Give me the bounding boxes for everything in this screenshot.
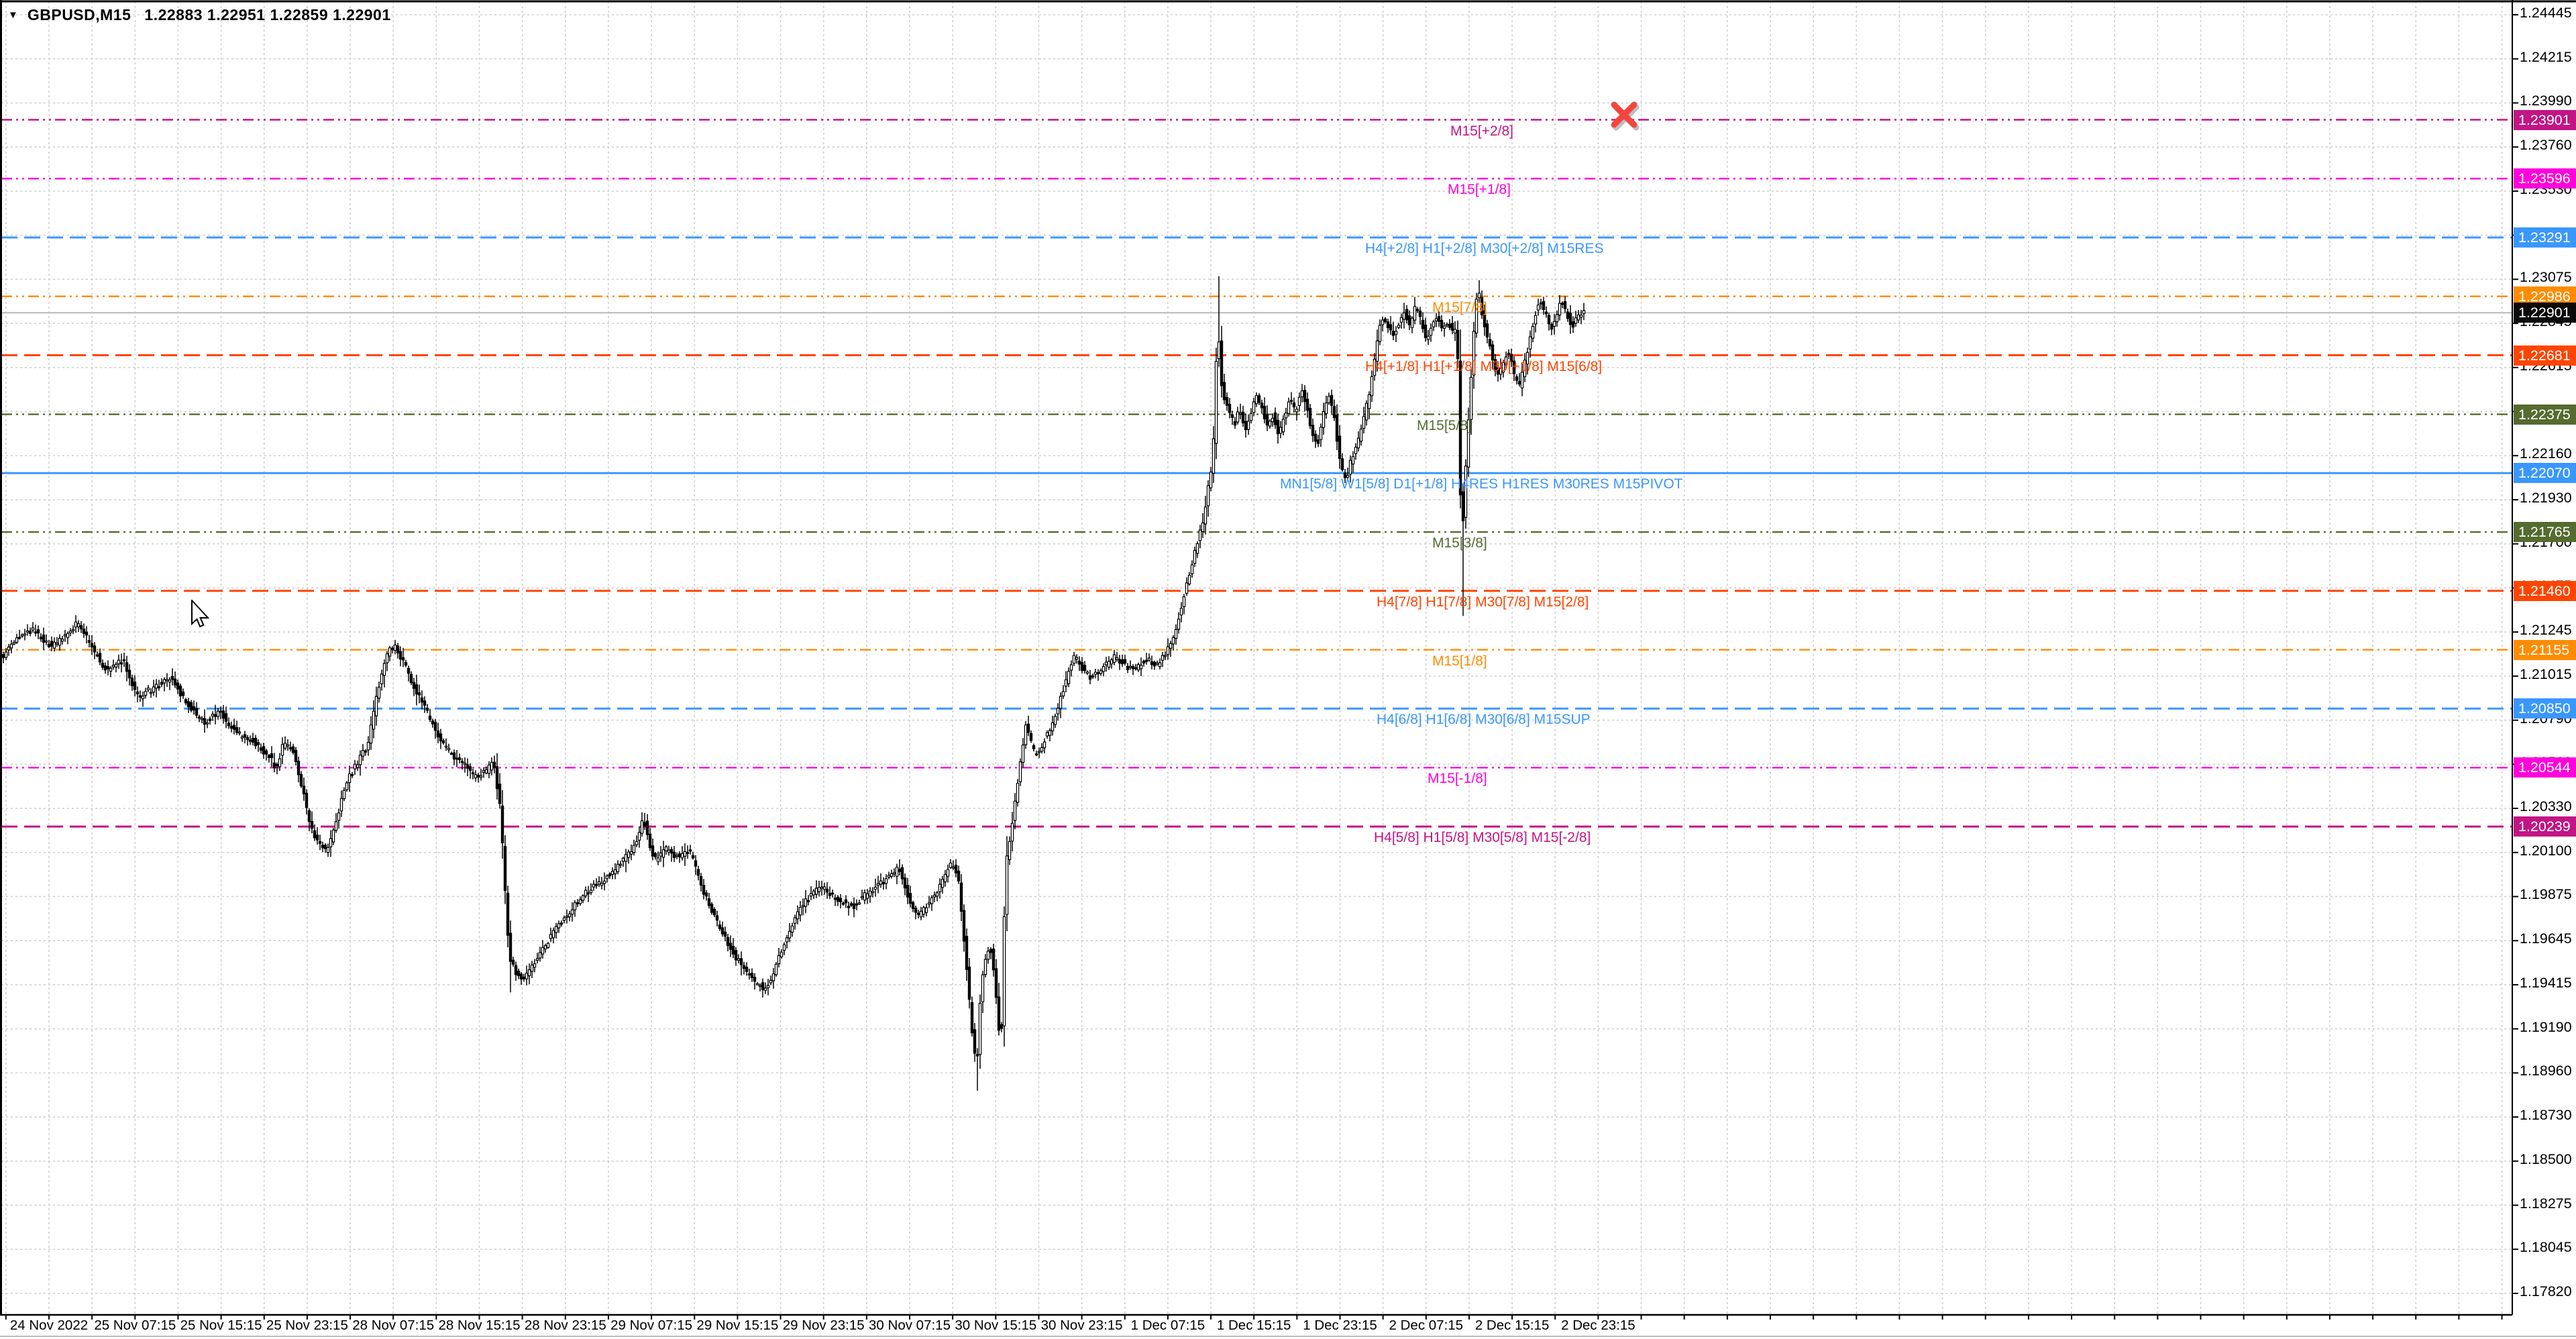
mouse-cursor-icon	[191, 600, 210, 628]
time-tick-label: 25 Nov 23:15	[266, 1318, 348, 1333]
price-level-badge: 1.20544	[2514, 757, 2576, 778]
price-axis[interactable]: 1.244451.242151.239901.237601.235301.233…	[2512, 0, 2576, 1315]
price-tick-label: 1.21015	[2520, 665, 2572, 682]
time-tick-label: 30 Nov 23:15	[1040, 1318, 1123, 1333]
price-level-badge: 1.20239	[2514, 816, 2576, 837]
symbol-title: GBPUSD,M15	[27, 6, 131, 23]
time-tick-label: 28 Nov 07:15	[352, 1318, 435, 1333]
price-tick-label: 1.23760	[2520, 137, 2572, 154]
price-level-badge: 1.22681	[2514, 345, 2576, 366]
price-tick-label: 1.21930	[2520, 489, 2572, 506]
price-tick-label: 1.24445	[2520, 5, 2572, 21]
time-tick-label: 25 Nov 07:15	[94, 1318, 176, 1333]
bear-candles	[1, 297, 1575, 1057]
time-tick-label: 30 Nov 07:15	[869, 1318, 951, 1333]
ohlc-values: 1.22883 1.22951 1.22859 1.22901	[144, 6, 391, 23]
price-tick-label: 1.18960	[2520, 1063, 2572, 1079]
price-tick-label: 1.18275	[2520, 1195, 2572, 1212]
bull-candles	[4, 292, 1586, 1055]
price-tick-label: 1.17820	[2520, 1283, 2572, 1299]
time-axis[interactable]: 24 Nov 2022 25 Nov 07:15 25 Nov 15:15 25 No…	[0, 1316, 2512, 1338]
price-level-badge: 1.21155	[2514, 639, 2576, 660]
time-tick-label: 29 Nov 23:15	[782, 1318, 865, 1333]
price-tick-label: 1.19190	[2520, 1018, 2572, 1035]
chart-title: ▼ GBPUSD,M15 1.22883 1.22951 1.22859 1.2…	[8, 6, 391, 24]
time-tick-label: 30 Nov 15:15	[955, 1318, 1037, 1333]
price-tick-label: 1.18045	[2520, 1239, 2572, 1256]
price-tick-label: 1.20100	[2520, 842, 2572, 859]
symbol-dropdown-icon[interactable]: ▼	[8, 9, 18, 21]
price-tick-label: 1.19415	[2520, 974, 2572, 991]
price-tick-label: 1.19875	[2520, 886, 2572, 903]
price-level-badge: 1.21765	[2514, 522, 2576, 543]
price-tick-label: 1.21245	[2520, 622, 2572, 639]
price-tick-label: 1.18500	[2520, 1150, 2572, 1167]
time-tick-label: 1 Dec 15:15	[1216, 1318, 1291, 1333]
time-tick-label: 29 Nov 07:15	[610, 1318, 693, 1333]
price-level-badge: 1.21460	[2514, 580, 2576, 601]
time-tick-label: 2 Dec 07:15	[1389, 1318, 1464, 1333]
window-bottom-edge	[0, 1336, 2576, 1337]
price-level-badge: 1.23901	[2514, 109, 2576, 130]
candle-wicks	[3, 276, 1585, 1091]
price-tick-label: 1.24215	[2520, 48, 2572, 65]
bid-price-badge: 1.22901	[2514, 303, 2576, 323]
time-tick-label: 28 Nov 23:15	[524, 1318, 606, 1333]
price-level-badge: 1.23291	[2514, 227, 2576, 248]
time-tick-label: 28 Nov 15:15	[438, 1318, 521, 1333]
time-tick-label: 2 Dec 15:15	[1474, 1318, 1550, 1333]
price-tick-label: 1.19645	[2520, 930, 2572, 947]
time-tick-label: 2 Dec 23:15	[1561, 1318, 1635, 1333]
time-tick-label: 1 Dec 23:15	[1303, 1318, 1377, 1333]
price-tick-label: 1.23075	[2520, 269, 2572, 286]
price-tick-label: 1.22160	[2520, 445, 2572, 462]
price-level-badge: 1.20850	[2514, 698, 2576, 719]
time-tick-label: 25 Nov 15:15	[180, 1318, 262, 1333]
sell-marker-icon	[1611, 101, 1640, 131]
time-tick-label: 29 Nov 15:15	[696, 1318, 779, 1333]
price-tick-label: 1.18730	[2520, 1107, 2572, 1124]
price-tick-label: 1.20330	[2520, 798, 2572, 815]
price-level-badge: 1.22375	[2514, 404, 2576, 425]
price-level-badge: 1.22070	[2514, 463, 2576, 484]
price-level-badge: 1.23596	[2514, 168, 2576, 189]
time-tick-label: 1 Dec 07:15	[1130, 1318, 1205, 1333]
time-tick-label: 24 Nov 2022	[9, 1318, 89, 1333]
price-tick-label: 1.23990	[2520, 93, 2572, 109]
